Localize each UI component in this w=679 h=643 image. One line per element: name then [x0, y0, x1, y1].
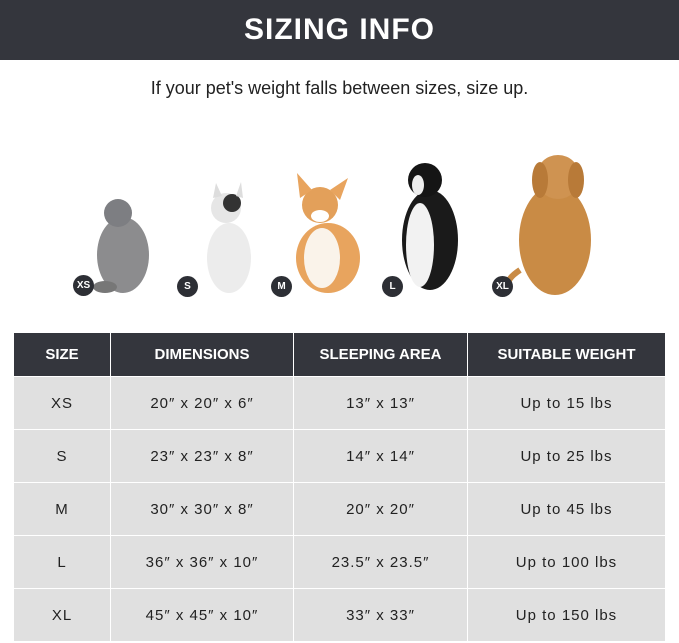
- cell-sleeping-area: 14″ x 14″: [293, 429, 468, 483]
- table-row: S 23″ x 23″ x 8″ 14″ x 14″ Up to 25 lbs: [14, 429, 665, 483]
- pet-images: [93, 155, 591, 295]
- cat-image: [93, 199, 149, 293]
- header-size: SIZE: [14, 333, 111, 377]
- size-badge-m: M: [271, 276, 292, 297]
- size-badge-xl: XL: [492, 276, 513, 297]
- cell-sleeping-area: 33″ x 33″: [293, 588, 468, 641]
- cell-size: XS: [14, 376, 111, 430]
- cell-weight: Up to 150 lbs: [467, 588, 665, 641]
- golden-retriever-image: [505, 155, 591, 295]
- cell-size: S: [14, 429, 111, 483]
- cell-dimensions: 30″ x 30″ x 8″: [110, 482, 294, 536]
- size-badge-xs: XS: [73, 275, 94, 296]
- cell-sleeping-area: 13″ x 13″: [293, 376, 468, 430]
- cell-weight: Up to 25 lbs: [467, 429, 665, 483]
- header-suitable-weight: SUITABLE WEIGHT: [467, 333, 665, 377]
- table-header-row: SIZE DIMENSIONS SLEEPING AREA SUITABLE W…: [14, 333, 665, 377]
- sizing-tip: If your pet's weight falls between sizes…: [150, 78, 529, 98]
- cell-weight: Up to 15 lbs: [467, 376, 665, 430]
- table-row: XL 45″ x 45″ x 10″ 33″ x 33″ Up to 150 lbs: [14, 588, 665, 641]
- cell-weight: Up to 100 lbs: [467, 535, 665, 589]
- border-collie-image: [402, 163, 458, 290]
- size-badge-l: L: [382, 276, 403, 297]
- french-bulldog-image: [207, 182, 251, 293]
- table-row: XS 20″ x 20″ x 6″ 13″ x 13″ Up to 15 lbs: [14, 376, 665, 430]
- header-dimensions: DIMENSIONS: [110, 333, 294, 377]
- header-sleeping-area: SLEEPING AREA: [293, 333, 468, 377]
- table-row: L 36″ x 36″ x 10″ 23.5″ x 23.5″ Up to 100 l…: [14, 535, 665, 589]
- page-title: SIZING INFO: [0, 0, 679, 60]
- cell-size: M: [14, 482, 111, 536]
- corgi-image: [296, 173, 360, 293]
- cell-size: L: [14, 535, 111, 589]
- cell-size: XL: [14, 588, 111, 641]
- cell-sleeping-area: 23.5″ x 23.5″: [293, 535, 468, 589]
- cell-weight: Up to 45 lbs: [467, 482, 665, 536]
- table-row: M 30″ x 30″ x 8″ 20″ x 20″ Up to 45 lbs: [14, 482, 665, 536]
- cell-dimensions: 20″ x 20″ x 6″: [110, 376, 294, 430]
- cell-dimensions: 23″ x 23″ x 8″: [110, 429, 294, 483]
- cell-sleeping-area: 20″ x 20″: [293, 482, 468, 536]
- cell-dimensions: 45″ x 45″ x 10″: [110, 588, 294, 641]
- sizing-table: SIZE DIMENSIONS SLEEPING AREA SUITABLE W…: [14, 333, 665, 641]
- cell-dimensions: 36″ x 36″ x 10″: [110, 535, 294, 589]
- size-badge-s: S: [177, 276, 198, 297]
